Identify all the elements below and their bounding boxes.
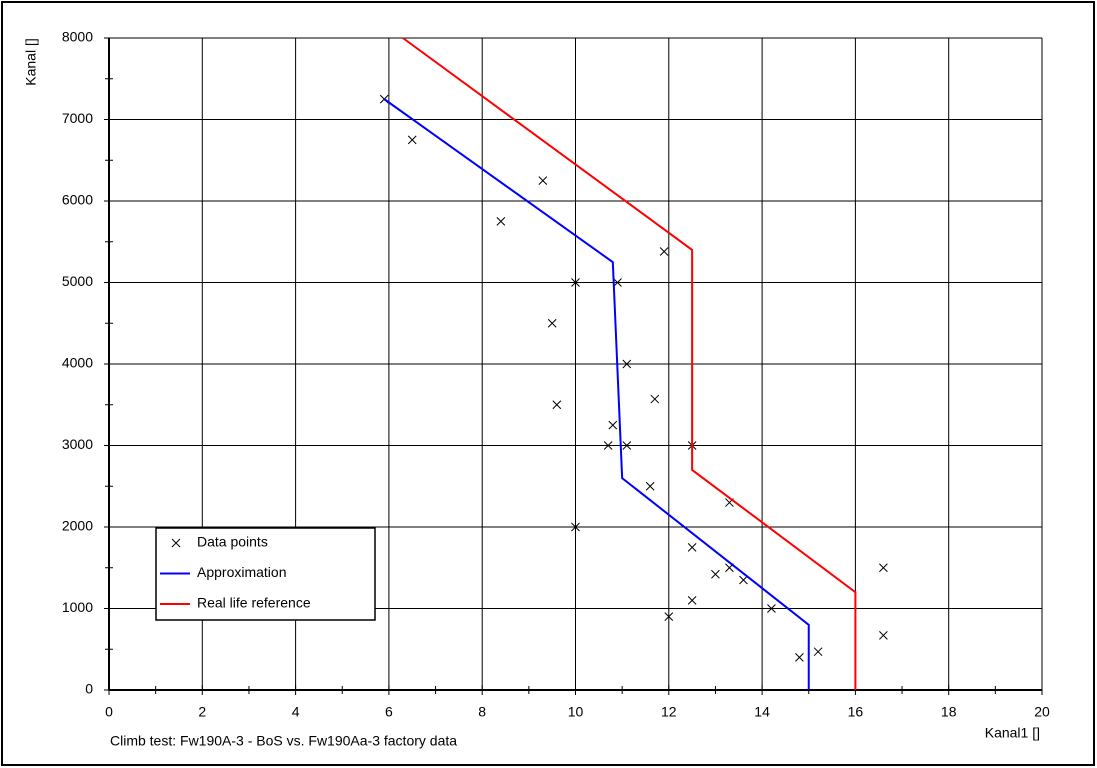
x-tick-label: 10	[568, 704, 584, 720]
y-tick-label: 3000	[62, 436, 93, 452]
y-tick-label: 5000	[62, 273, 93, 289]
y-tick-label: 7000	[62, 110, 93, 126]
data-point	[571, 522, 580, 532]
data-point	[739, 575, 748, 585]
data-point	[645, 481, 655, 491]
data-point	[664, 612, 674, 622]
data-point	[711, 569, 720, 579]
data-point	[608, 420, 618, 430]
y-axis-label: Kanal []	[23, 38, 39, 85]
data-point	[552, 400, 562, 410]
data-point	[407, 135, 417, 145]
x-tick-label: 4	[292, 704, 300, 720]
legend-swatch	[171, 538, 181, 548]
x-tick-label: 18	[941, 704, 957, 720]
caption: Climb test: Fw190A-3 - BoS vs. Fw190Aa-3…	[110, 733, 457, 749]
legend-label: Approximation	[197, 564, 287, 580]
data-point	[650, 394, 660, 404]
y-tick-label: 2000	[62, 518, 93, 534]
legend-label: Real life reference	[197, 595, 311, 611]
data-point	[813, 647, 823, 657]
data-point	[795, 653, 804, 662]
data-point	[687, 595, 697, 605]
data-point	[603, 441, 613, 450]
y-tick-label: 6000	[62, 192, 93, 208]
data-point	[538, 176, 548, 185]
data-point	[767, 604, 776, 613]
y-tick-label: 8000	[62, 29, 93, 45]
y-tick-label: 1000	[62, 599, 93, 615]
x-tick-label: 16	[848, 704, 864, 720]
x-tick-label: 6	[385, 704, 393, 720]
data-point	[571, 278, 580, 287]
x-axis-label: Kanal1 []	[985, 725, 1040, 741]
data-point	[496, 217, 506, 226]
legend: Data points Approximation Real life refere…	[155, 527, 376, 621]
y-tick-label: 4000	[62, 355, 93, 371]
y-tick-label: 0	[85, 681, 93, 697]
x-tick-label: 12	[661, 704, 677, 720]
legend-label: Data points	[197, 534, 268, 550]
data-point	[622, 441, 632, 450]
series-line	[402, 37, 857, 690]
data-point	[622, 359, 632, 369]
x-tick-label: 8	[478, 704, 486, 720]
series-line	[383, 98, 810, 690]
data-point	[547, 318, 557, 328]
x-tick-label: 2	[198, 704, 206, 720]
x-tick-label: 20	[1034, 704, 1050, 720]
data-point	[613, 278, 622, 287]
x-tick-label: 14	[754, 704, 770, 720]
data-point	[879, 631, 888, 640]
data-point	[879, 563, 888, 573]
data-point	[659, 247, 669, 256]
legend-box	[155, 527, 376, 621]
data-point	[687, 543, 697, 552]
x-tick-label: 0	[105, 704, 113, 720]
